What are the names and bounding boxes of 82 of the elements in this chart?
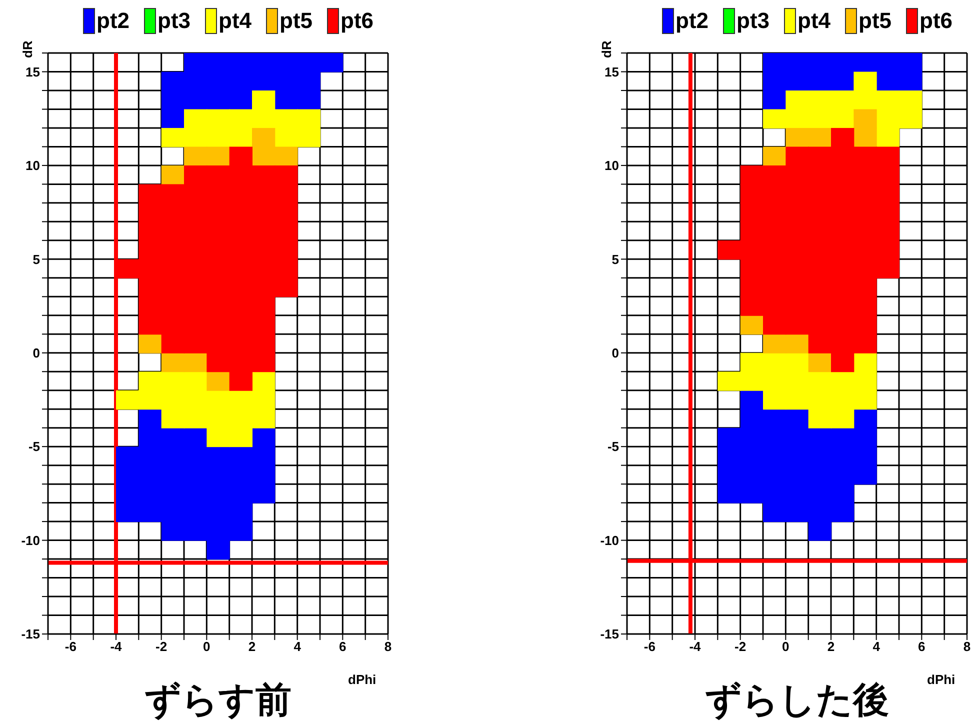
y-tick-label: -5	[28, 439, 40, 454]
point	[854, 352, 877, 372]
y-tick-label: 5	[32, 252, 40, 267]
point	[252, 90, 276, 110]
legend-label: pt4	[218, 8, 252, 34]
y-tick-label: -15	[600, 626, 619, 642]
point	[808, 522, 832, 541]
point	[763, 334, 786, 354]
point	[184, 146, 208, 166]
legend-label: pt6	[340, 8, 374, 34]
y-tick-label: 15	[26, 64, 40, 80]
x-tick-label: 4	[872, 639, 881, 654]
point	[786, 334, 809, 354]
x-tick-label: 8	[963, 639, 971, 654]
y-tick-label: -10	[600, 532, 619, 548]
legend-label: pt2	[676, 8, 708, 34]
legend-label: pt2	[96, 8, 130, 34]
point	[161, 109, 184, 128]
y-tick-label: 10	[26, 158, 40, 174]
point	[161, 165, 184, 185]
x-tick-label: -4	[110, 639, 123, 654]
x-axis-title: dPhi	[927, 672, 956, 687]
y-tick-label: 10	[604, 158, 619, 174]
point	[808, 128, 832, 148]
x-tick-label: 6	[918, 639, 926, 654]
point	[763, 146, 786, 166]
point	[854, 72, 877, 91]
point	[161, 352, 184, 372]
x-tick-label: 0	[782, 639, 790, 654]
y-tick-label: -5	[607, 439, 619, 454]
x-tick-label: -6	[644, 639, 656, 654]
x-tick-label: 4	[294, 639, 302, 654]
point	[320, 53, 344, 72]
y-tick-label: 15	[604, 64, 619, 80]
point	[252, 372, 276, 391]
point	[740, 315, 764, 335]
x-tick-label: -2	[734, 639, 746, 654]
point	[184, 352, 208, 372]
legend-label: pt6	[920, 8, 952, 34]
point	[763, 109, 786, 128]
legend-label: pt5	[858, 8, 892, 34]
x-tick-label: -6	[64, 639, 76, 654]
legend-label: pt4	[798, 8, 830, 34]
x-tick-label: 2	[827, 639, 835, 654]
point	[740, 390, 764, 410]
y-tick-label: -15	[21, 626, 40, 642]
x-tick-label: 0	[203, 639, 210, 654]
point	[854, 128, 877, 148]
x-tick-label: 6	[339, 639, 346, 654]
point	[854, 109, 877, 128]
point	[206, 540, 230, 560]
point	[274, 146, 298, 166]
y-axis-title: dR	[20, 40, 35, 58]
x-tick-label: 2	[248, 639, 256, 654]
point	[252, 428, 276, 448]
y-axis-title: dR	[599, 40, 614, 58]
point	[206, 146, 230, 166]
legend-label: pt3	[736, 8, 770, 34]
point	[161, 128, 184, 148]
y-tick-label: 0	[612, 345, 619, 360]
point	[718, 372, 741, 391]
point	[854, 409, 877, 428]
y-tick-label: 0	[32, 345, 40, 360]
point	[206, 372, 230, 391]
x-tick-label: -4	[689, 639, 702, 654]
text: ずらす前	[144, 679, 292, 720]
x-tick-label: 8	[384, 639, 392, 654]
point	[763, 90, 786, 110]
text: ずらした後	[705, 679, 889, 720]
y-tick-label: 5	[612, 252, 619, 267]
point	[116, 390, 140, 410]
x-tick-label: -2	[156, 639, 168, 654]
point	[808, 352, 832, 372]
point	[252, 128, 276, 148]
point	[138, 409, 162, 428]
x-axis-title: dPhi	[348, 672, 376, 687]
legend-label: pt3	[158, 8, 190, 34]
point	[876, 128, 900, 148]
legend-label: pt5	[280, 8, 312, 34]
point	[138, 334, 162, 354]
y-tick-label: -10	[21, 532, 40, 548]
point	[786, 128, 809, 148]
